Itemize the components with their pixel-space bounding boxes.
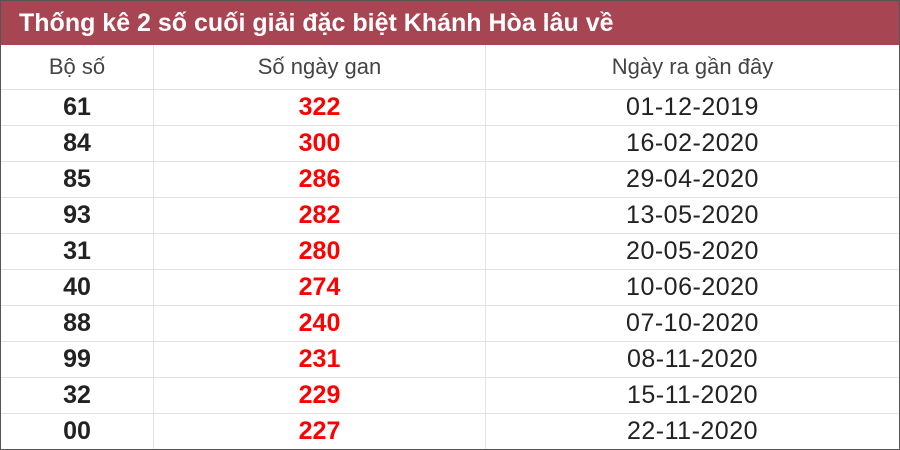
table-row: 88 240 07-10-2020 bbox=[1, 305, 899, 342]
table-row: 99 231 08-11-2020 bbox=[1, 341, 899, 378]
so-ngay-gan-cell: 300 bbox=[153, 125, 486, 162]
bo-so-cell: 84 bbox=[1, 125, 154, 162]
bo-so-cell: 85 bbox=[1, 161, 154, 198]
bo-so-cell: 00 bbox=[1, 413, 154, 449]
so-ngay-gan-cell: 227 bbox=[153, 413, 486, 449]
gan-table: Bộ số Số ngày gan Ngày ra gần đây 61 322 0… bbox=[1, 45, 899, 449]
bo-so-cell: 88 bbox=[1, 305, 154, 342]
ngay-ra-cell: 22-11-2020 bbox=[485, 413, 899, 449]
table-row: 84 300 16-02-2020 bbox=[1, 125, 899, 162]
column-header-bo-so: Bộ số bbox=[1, 45, 154, 90]
ngay-ra-cell: 15-11-2020 bbox=[485, 377, 899, 414]
ngay-ra-cell: 29-04-2020 bbox=[485, 161, 899, 198]
table-title: Thống kê 2 số cuối giải đặc biệt Khánh H… bbox=[1, 1, 899, 45]
ngay-ra-cell: 20-05-2020 bbox=[485, 233, 899, 270]
ngay-ra-cell: 01-12-2019 bbox=[485, 89, 899, 126]
table-row: 32 229 15-11-2020 bbox=[1, 377, 899, 414]
so-ngay-gan-cell: 282 bbox=[153, 197, 486, 234]
table-row: 61 322 01-12-2019 bbox=[1, 89, 899, 126]
column-header-so-ngay-gan: Số ngày gan bbox=[153, 45, 486, 90]
ngay-ra-cell: 13-05-2020 bbox=[485, 197, 899, 234]
table-row: 31 280 20-05-2020 bbox=[1, 233, 899, 270]
so-ngay-gan-cell: 322 bbox=[153, 89, 486, 126]
header-row: Bộ số Số ngày gan Ngày ra gần đây bbox=[1, 45, 899, 90]
ngay-ra-cell: 10-06-2020 bbox=[485, 269, 899, 306]
ngay-ra-cell: 16-02-2020 bbox=[485, 125, 899, 162]
column-header-ngay-ra: Ngày ra gần đây bbox=[485, 45, 899, 90]
table-row: 00 227 22-11-2020 bbox=[1, 413, 899, 449]
bo-so-cell: 93 bbox=[1, 197, 154, 234]
bo-so-cell: 99 bbox=[1, 341, 154, 378]
so-ngay-gan-cell: 286 bbox=[153, 161, 486, 198]
so-ngay-gan-cell: 280 bbox=[153, 233, 486, 270]
table-row: 93 282 13-05-2020 bbox=[1, 197, 899, 234]
bo-so-cell: 61 bbox=[1, 89, 154, 126]
table-row: 40 274 10-06-2020 bbox=[1, 269, 899, 306]
so-ngay-gan-cell: 229 bbox=[153, 377, 486, 414]
so-ngay-gan-cell: 240 bbox=[153, 305, 486, 342]
table-row: 85 286 29-04-2020 bbox=[1, 161, 899, 198]
so-ngay-gan-cell: 231 bbox=[153, 341, 486, 378]
ngay-ra-cell: 08-11-2020 bbox=[485, 341, 899, 378]
bo-so-cell: 32 bbox=[1, 377, 154, 414]
bo-so-cell: 31 bbox=[1, 233, 154, 270]
ngay-ra-cell: 07-10-2020 bbox=[485, 305, 899, 342]
bo-so-cell: 40 bbox=[1, 269, 154, 306]
so-ngay-gan-cell: 274 bbox=[153, 269, 486, 306]
